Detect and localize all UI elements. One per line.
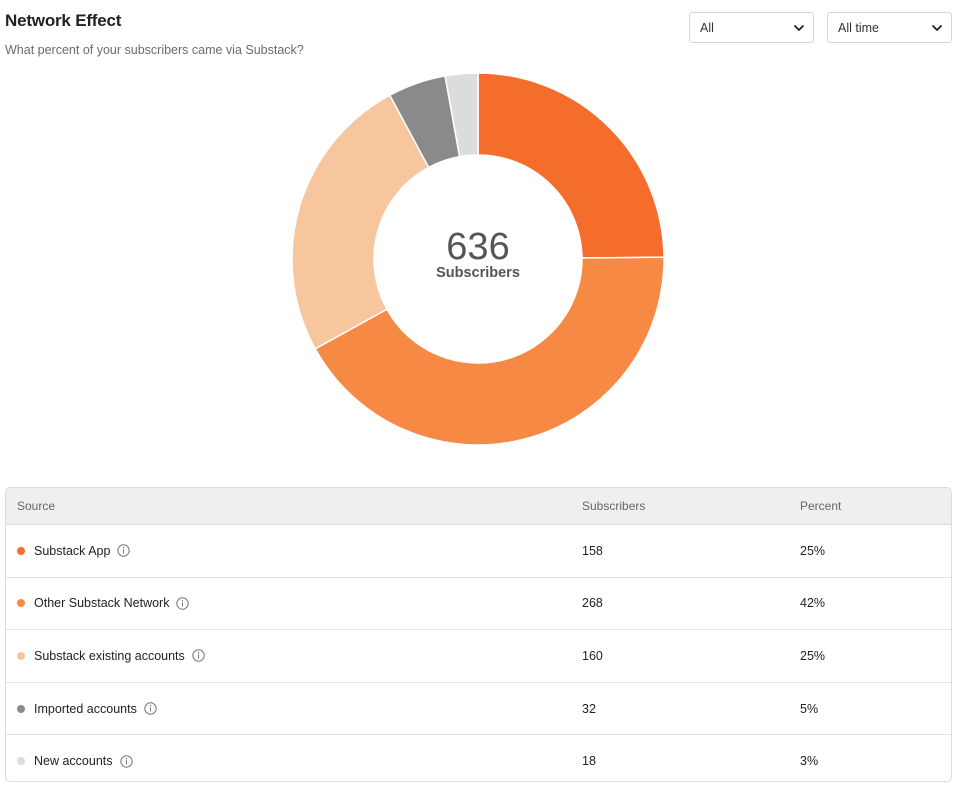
table-row: Other Substack Network 268 42%: [6, 578, 951, 631]
source-cell: Imported accounts: [17, 702, 157, 716]
percent-cell: 3%: [800, 754, 819, 769]
table-row: Substack App 158 25%: [6, 525, 951, 578]
column-header-percent: Percent: [800, 499, 842, 513]
page-title: Network Effect: [5, 11, 122, 30]
source-filter-dropdown[interactable]: All: [689, 12, 814, 43]
source-label: New accounts: [34, 754, 113, 769]
subscribers-cell: 32: [582, 701, 596, 716]
table-row: Substack existing accounts 160 25%: [6, 630, 951, 683]
period-filter-dropdown[interactable]: All time: [827, 12, 952, 43]
subscribers-donut-chart: 636 Subscribers: [291, 72, 665, 446]
subscribers-cell: 18: [582, 754, 596, 769]
donut-slice-new-accounts[interactable]: [444, 72, 479, 158]
chevron-down-icon: [932, 24, 942, 31]
source-label: Other Substack Network: [34, 596, 170, 611]
period-filter-value: All time: [838, 20, 879, 35]
table-row: Imported accounts 32 5%: [6, 683, 951, 736]
legend-dot: [17, 704, 25, 713]
donut-slice-substack-app[interactable]: [477, 72, 665, 259]
sources-table: Source Subscribers Percent Substack App …: [5, 487, 952, 782]
percent-cell: 5%: [800, 701, 819, 716]
legend-dot: [17, 546, 25, 555]
donut-center-total: 636: [446, 226, 509, 268]
page-subtitle: What percent of your subscribers came vi…: [5, 43, 304, 57]
source-cell: New accounts: [17, 754, 133, 768]
subscribers-cell: 268: [582, 596, 603, 611]
subscribers-cell: 158: [582, 543, 603, 558]
column-header-source: Source: [17, 499, 56, 513]
table-row: New accounts 18 3%: [6, 735, 951, 781]
donut-slice-other-substack-network[interactable]: [314, 256, 665, 446]
percent-cell: 25%: [800, 543, 826, 558]
source-filter-value: All: [700, 20, 714, 35]
info-icon[interactable]: [117, 544, 131, 557]
column-header-subscribers: Subscribers: [582, 499, 646, 513]
donut-slice-substack-existing-accounts[interactable]: [291, 94, 430, 350]
chevron-down-icon: [794, 24, 804, 31]
subscribers-cell: 160: [582, 648, 603, 663]
source-cell: Substack App: [17, 543, 131, 558]
source-label: Substack existing accounts: [34, 648, 185, 663]
legend-dot: [17, 757, 25, 766]
donut-center-label: Subscribers: [436, 265, 520, 281]
source-label: Imported accounts: [34, 701, 137, 716]
source-cell: Substack existing accounts: [17, 649, 205, 663]
legend-dot: [17, 651, 25, 660]
source-label: Substack App: [34, 543, 111, 558]
info-icon[interactable]: [119, 754, 133, 768]
percent-cell: 42%: [800, 596, 826, 611]
percent-cell: 25%: [800, 648, 826, 663]
source-cell: Other Substack Network: [17, 596, 190, 611]
info-icon[interactable]: [144, 702, 157, 715]
table-header: Source Subscribers Percent: [6, 488, 951, 525]
info-icon[interactable]: [176, 597, 190, 610]
info-icon[interactable]: [192, 649, 205, 663]
legend-dot: [17, 599, 25, 608]
